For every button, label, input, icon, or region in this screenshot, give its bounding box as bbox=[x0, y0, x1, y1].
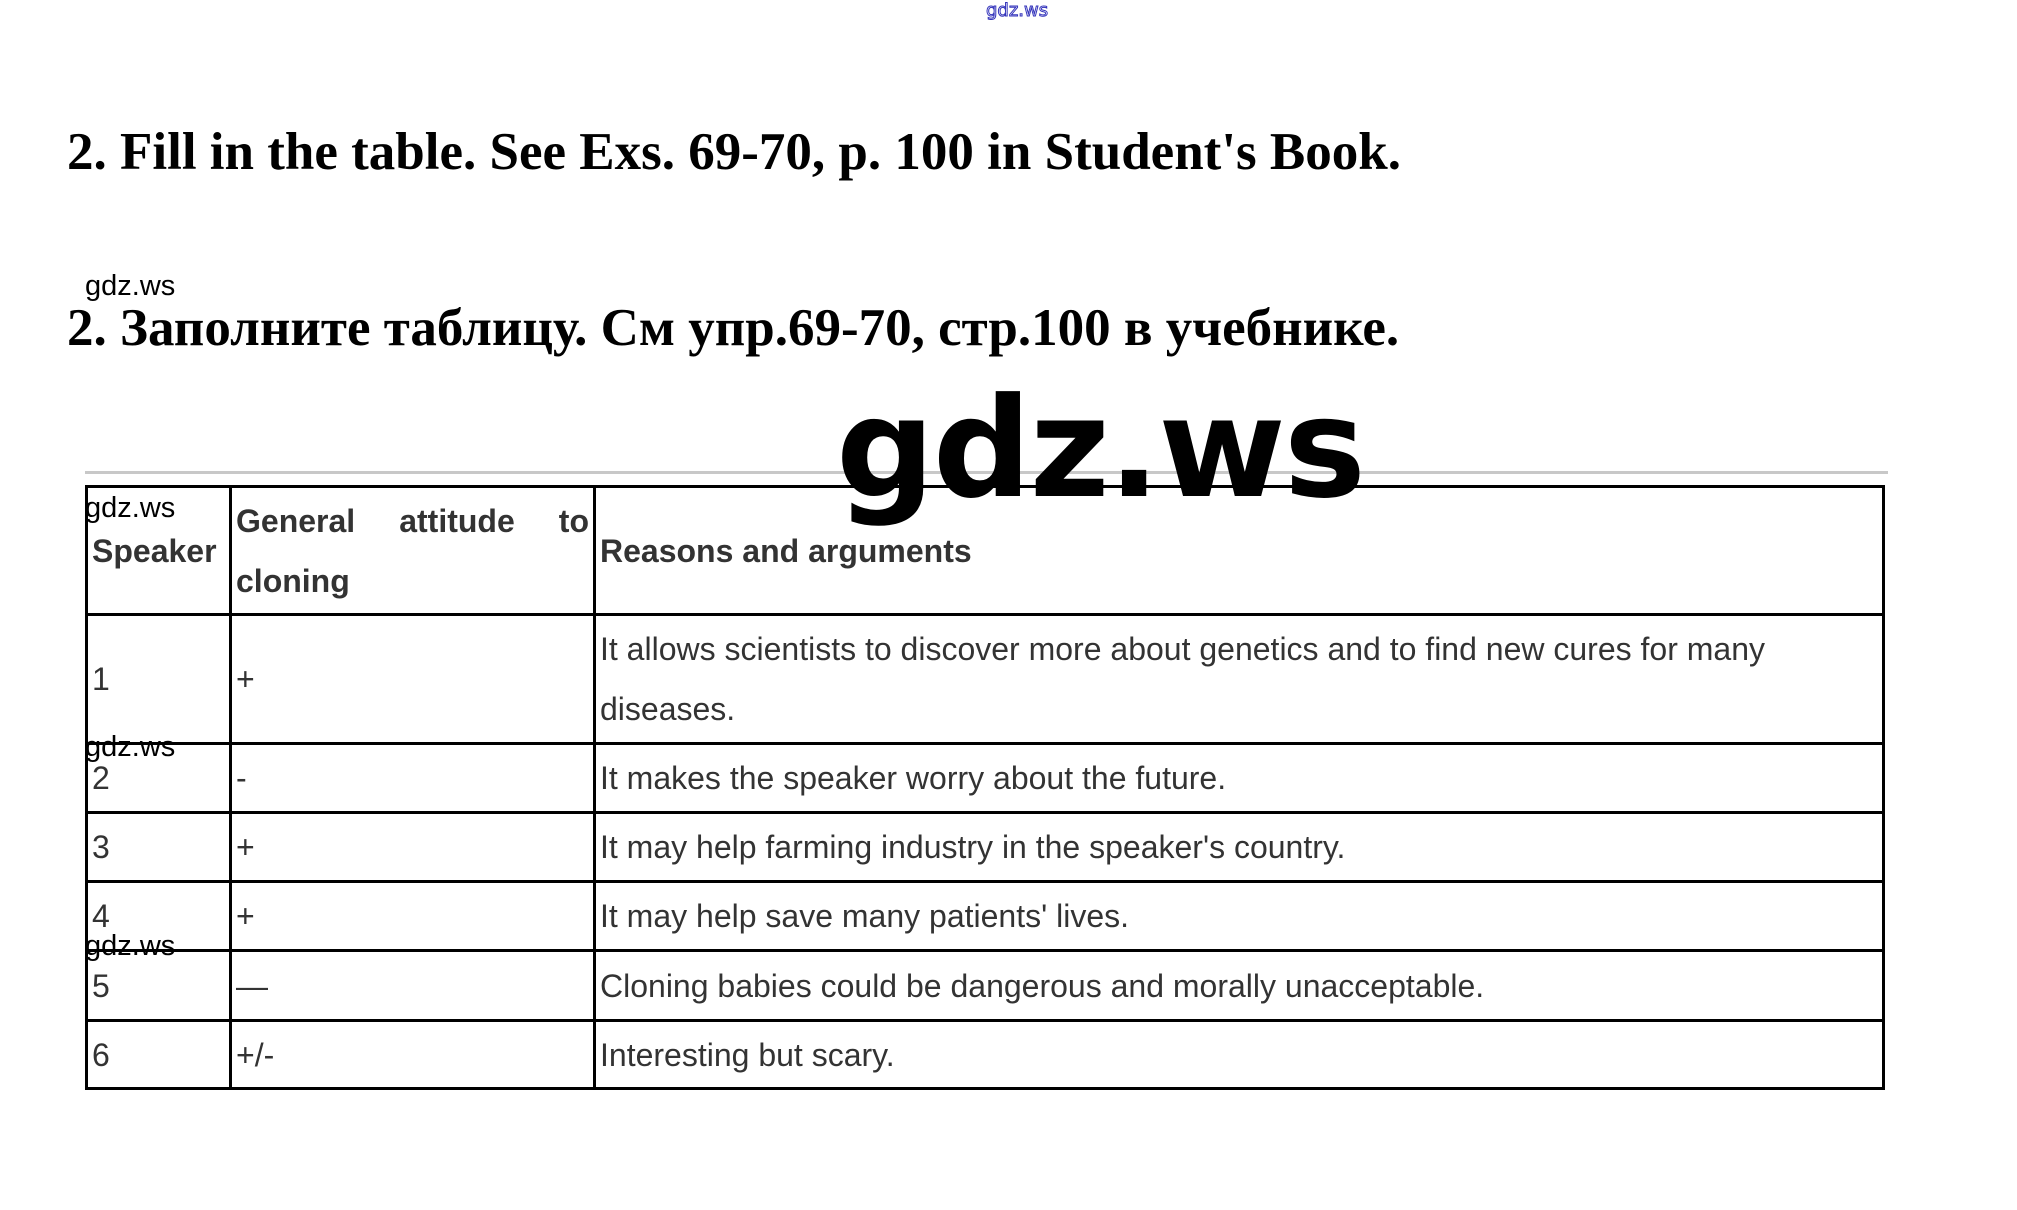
cell-reason: It allows scientists to discover more ab… bbox=[593, 613, 1885, 745]
cell-reason: Interesting but scary. bbox=[593, 1019, 1885, 1090]
cloning-attitudes-table: Speaker General attitude to cloning Reas… bbox=[85, 485, 1885, 1090]
watermark-small: gdz.ws bbox=[85, 492, 176, 524]
cell-speaker: 1 bbox=[85, 613, 232, 745]
cell-attitude: + bbox=[229, 613, 596, 745]
heading-english: 2. Fill in the table. See Exs. 69-70, p.… bbox=[67, 123, 1402, 181]
cell-reason: It may help save many patients' lives. bbox=[593, 880, 1885, 952]
cell-speaker: 5 bbox=[85, 949, 232, 1022]
header-attitude: General attitude to cloning bbox=[229, 485, 596, 616]
table-row: 2 - It makes the speaker worry about the… bbox=[85, 742, 1885, 814]
cell-attitude: — bbox=[229, 949, 596, 1022]
cell-speaker: 4 bbox=[85, 880, 232, 952]
table-row: 4 + It may help save many patients' live… bbox=[85, 880, 1885, 952]
header-reasons: Reasons and arguments bbox=[593, 485, 1885, 616]
cell-attitude: - bbox=[229, 742, 596, 814]
table-header-row: Speaker General attitude to cloning Reas… bbox=[85, 485, 1885, 616]
heading-russian: 2. Заполните таблицу. См упр.69-70, стр.… bbox=[67, 299, 1400, 357]
table-row: 3 + It may help farming industry in the … bbox=[85, 811, 1885, 883]
watermark-small: gdz.ws bbox=[85, 930, 176, 962]
cell-attitude: + bbox=[229, 811, 596, 883]
header-speaker: Speaker bbox=[85, 485, 232, 616]
divider bbox=[85, 471, 1888, 474]
watermark-big: gdz.ws bbox=[836, 368, 1366, 529]
cell-speaker: 2 bbox=[85, 742, 232, 814]
cell-reason: It may help farming industry in the spea… bbox=[593, 811, 1885, 883]
table-row: 6 +/- Interesting but scary. bbox=[85, 1019, 1885, 1090]
cell-attitude: + bbox=[229, 880, 596, 952]
cell-reason: It makes the speaker worry about the fut… bbox=[593, 742, 1885, 814]
table-row: 5 — Cloning babies could be dangerous an… bbox=[85, 949, 1885, 1022]
watermark-top: gdz.ws bbox=[985, 0, 1049, 22]
watermark-small: gdz.ws bbox=[85, 731, 176, 763]
watermark-small: gdz.ws bbox=[85, 270, 176, 302]
cell-speaker: 6 bbox=[85, 1019, 232, 1090]
cell-reason: Cloning babies could be dangerous and mo… bbox=[593, 949, 1885, 1022]
cell-attitude: +/- bbox=[229, 1019, 596, 1090]
table-row: 1 + It allows scientists to discover mor… bbox=[85, 613, 1885, 745]
cell-speaker: 3 bbox=[85, 811, 232, 883]
